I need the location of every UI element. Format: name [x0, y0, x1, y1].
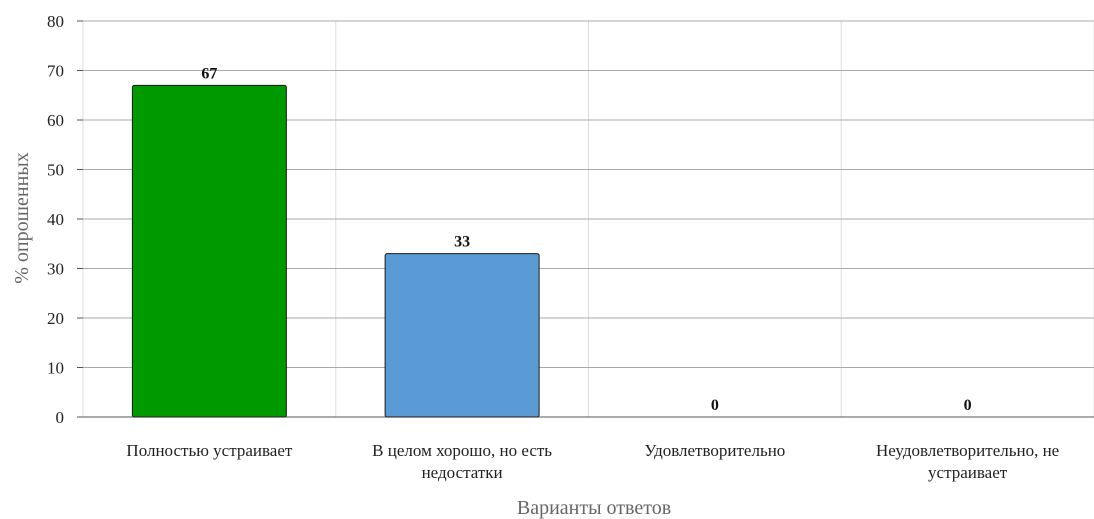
- bar: [384, 253, 540, 418]
- bar-value-label: 33: [454, 234, 470, 251]
- bar-value-label: 0: [711, 397, 719, 414]
- y-tick-label: 0: [56, 408, 65, 427]
- y-tick-label: 20: [47, 309, 64, 328]
- y-tick-label: 50: [47, 161, 64, 180]
- y-tick-label: 70: [47, 62, 64, 81]
- x-axis-title: Варианты ответов: [517, 497, 671, 519]
- y-tick-label: 30: [47, 260, 64, 279]
- y-tick-label: 60: [47, 111, 64, 130]
- bar: [131, 84, 287, 418]
- bar-value-label: 67: [201, 65, 217, 82]
- x-category-label: Полностью устраивает: [126, 441, 292, 460]
- y-axis-title: % опрошенных: [11, 152, 33, 283]
- y-tick-label: 40: [47, 210, 64, 229]
- x-category-label: В целом хорошо, но есть недостатки: [372, 441, 552, 482]
- x-category-label: Удовлетворительно: [644, 441, 785, 460]
- bar-value-label: 0: [964, 397, 972, 414]
- y-tick-label: 10: [47, 359, 64, 378]
- y-tick-label: 80: [47, 12, 64, 31]
- x-category-label: Неудовлетворительно, не устраивает: [876, 441, 1059, 482]
